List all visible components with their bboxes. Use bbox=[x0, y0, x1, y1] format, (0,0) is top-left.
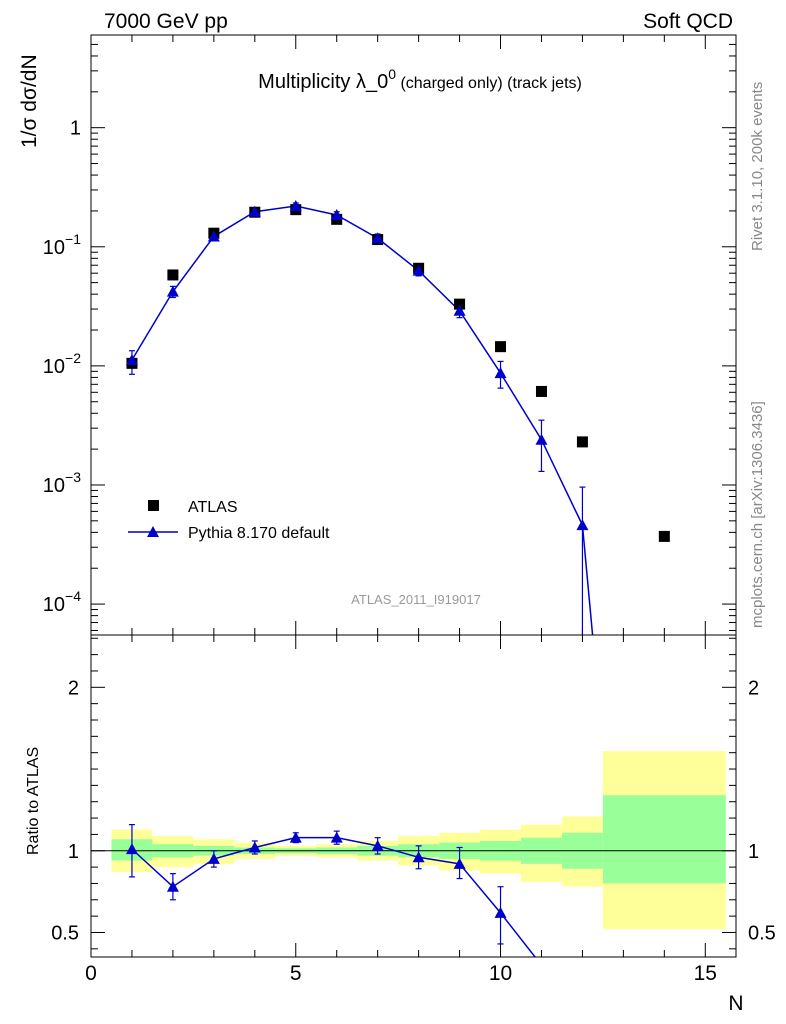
ratio-point bbox=[330, 831, 343, 843]
atlas-point bbox=[535, 385, 547, 397]
x-axis-label: N bbox=[728, 992, 743, 1015]
pythia-curve bbox=[131, 205, 594, 635]
ratio-data bbox=[125, 824, 537, 957]
legend-marker-pythia bbox=[147, 526, 159, 537]
pythia-point bbox=[248, 205, 261, 217]
main-frame bbox=[90, 34, 737, 636]
ratio-y-tick-label: 0.5 bbox=[51, 922, 79, 944]
atlas-point bbox=[495, 341, 507, 353]
ratio-y-label: Ratio to ATLAS bbox=[25, 747, 42, 855]
ratio-clipped bbox=[125, 824, 537, 957]
legend-label-pythia: Pythia 8.170 default bbox=[188, 525, 330, 542]
legend: ATLAS Pythia 8.170 default bbox=[128, 499, 330, 542]
mcplots-label: mcplots.cern.ch [arXiv:1306.3436] bbox=[749, 401, 766, 628]
main-y-tick-label: 10−3 bbox=[43, 469, 81, 497]
analysis-tag: ATLAS_2011_I919017 bbox=[351, 592, 481, 607]
atlas-point bbox=[167, 269, 179, 281]
pythia-point bbox=[289, 199, 302, 211]
x-tick-label: 5 bbox=[290, 962, 302, 985]
atlas-point bbox=[576, 436, 588, 448]
header-left: 7000 GeV pp bbox=[104, 10, 228, 33]
ratio-bands bbox=[111, 751, 726, 930]
ratio-point bbox=[248, 841, 261, 853]
ratio-point bbox=[412, 851, 425, 863]
main-data bbox=[125, 199, 670, 635]
main-y-tick-label: 1 bbox=[70, 118, 81, 140]
pythia-point bbox=[207, 230, 220, 242]
pythia-point bbox=[330, 208, 343, 220]
pythia-point bbox=[412, 264, 425, 276]
ratio-y-tick-label-right: 1 bbox=[748, 841, 759, 863]
x-tick-label: 10 bbox=[489, 962, 512, 985]
ratio-point bbox=[371, 839, 384, 851]
main-y-tick-label: 10−1 bbox=[43, 231, 81, 259]
ratio-y-tick-label: 2 bbox=[68, 677, 79, 699]
ratio-panel: Ratio to ATLAS 0 5 10 15 0.5 0.5 1 1 2 2 N bbox=[25, 634, 776, 1015]
pythia-point bbox=[535, 433, 548, 445]
main-panel: Multiplicity λ_00 (charged only) (track … bbox=[18, 34, 737, 636]
ratio-y-tick-label: 1 bbox=[68, 841, 79, 863]
main-y-tick-label: 10−4 bbox=[43, 588, 81, 616]
pythia-point bbox=[453, 304, 466, 316]
ratio-y-tick-label-right: 0.5 bbox=[748, 922, 776, 944]
ratio-point bbox=[453, 857, 466, 869]
header-right: Soft QCD bbox=[643, 10, 733, 33]
pythia-point bbox=[371, 232, 384, 244]
x-tick-label: 0 bbox=[85, 962, 97, 985]
main-y-label: 1/σ dσ/dN bbox=[18, 54, 41, 148]
ratio-point bbox=[289, 831, 302, 843]
ratio-ticks: 0 5 10 15 0.5 0.5 1 1 2 2 bbox=[51, 635, 776, 985]
atlas-point bbox=[658, 530, 670, 542]
legend-label-atlas: ATLAS bbox=[188, 499, 238, 516]
atlas-point bbox=[454, 298, 466, 310]
ratio-point bbox=[494, 906, 507, 918]
ratio-frame bbox=[90, 634, 737, 958]
plot-title: Multiplicity λ_00 (charged only) (track … bbox=[258, 66, 582, 93]
ratio-point bbox=[207, 852, 220, 864]
ratio-point bbox=[166, 880, 179, 892]
ratio-point bbox=[125, 843, 138, 855]
pythia-point bbox=[125, 354, 138, 366]
pythia-point bbox=[166, 285, 179, 297]
x-tick-label: 15 bbox=[694, 962, 717, 985]
legend-marker-atlas bbox=[148, 500, 159, 511]
pythia-point bbox=[576, 519, 589, 531]
rivet-label: Rivet 3.1.10, 200k events bbox=[749, 82, 766, 251]
main-clipped bbox=[125, 199, 670, 635]
ratio-y-tick-label-right: 2 bbox=[748, 677, 759, 699]
ratio-band-1sigma bbox=[602, 795, 726, 884]
main-y-tick-label: 10−2 bbox=[43, 350, 81, 378]
pythia-point bbox=[494, 367, 507, 379]
